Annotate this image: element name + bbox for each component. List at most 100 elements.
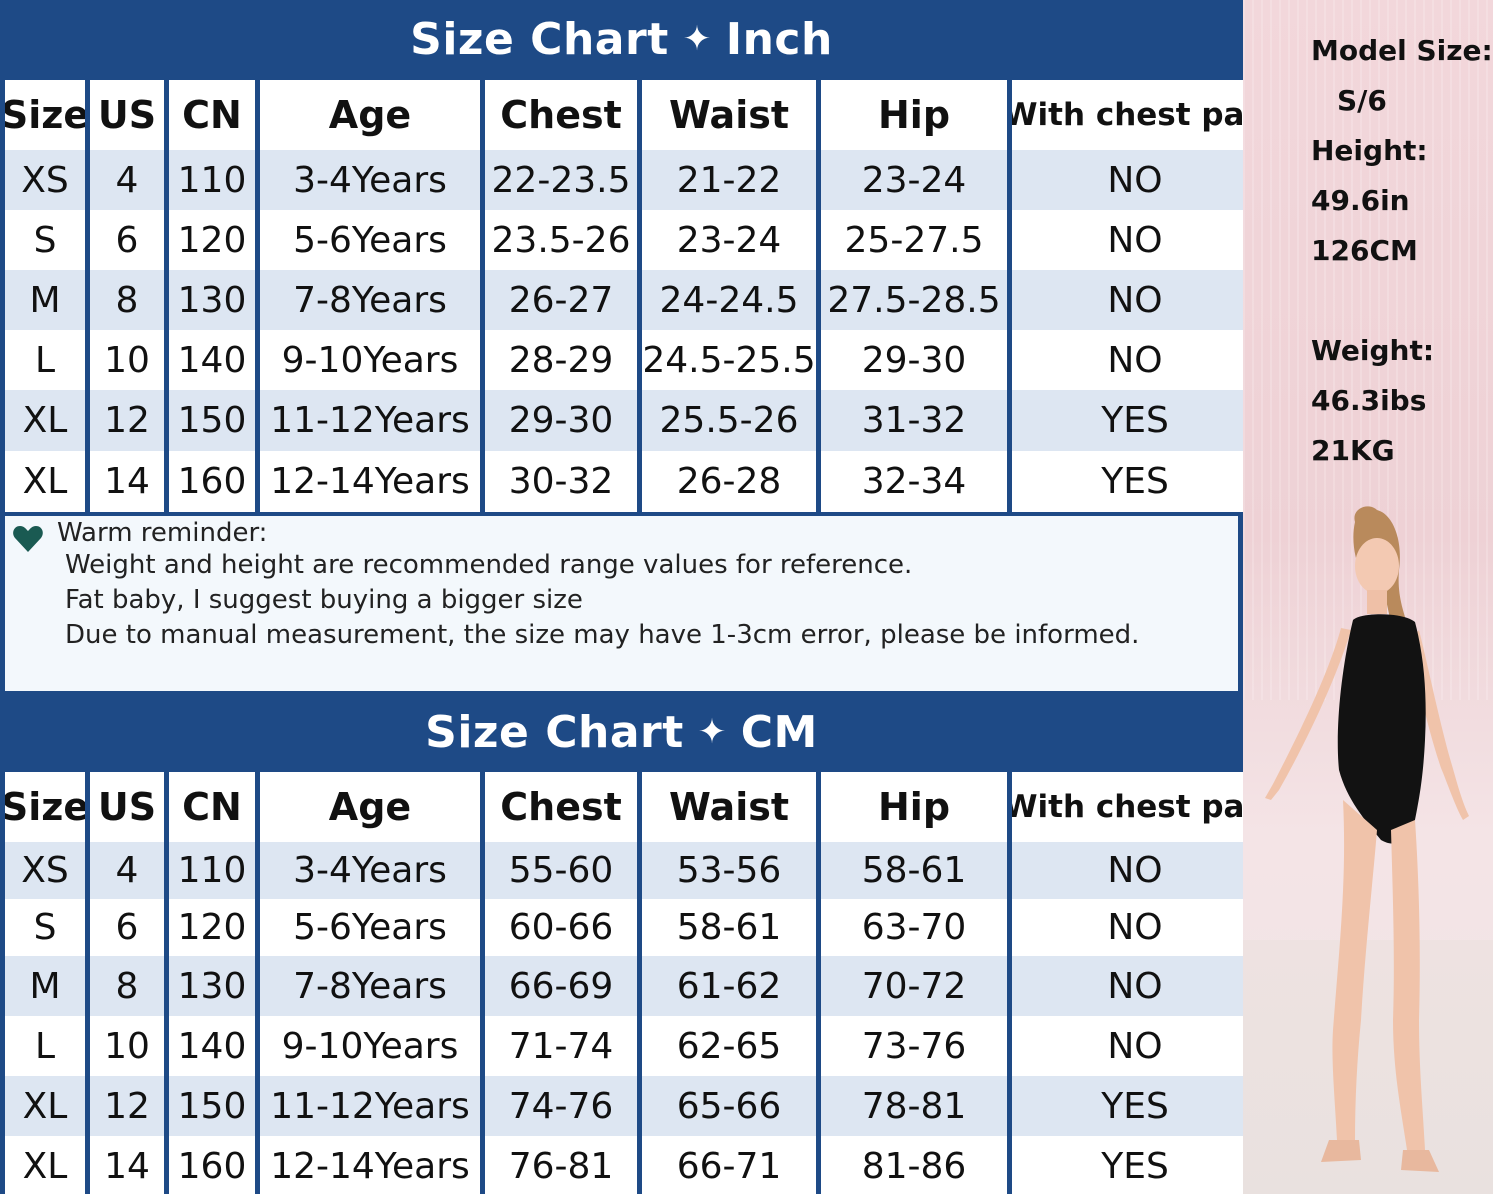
model-weight-kg: 21KG <box>1311 434 1395 467</box>
table-cell: XS <box>5 150 85 210</box>
table-cell: 78-81 <box>821 1076 1007 1136</box>
table-cell: 7-8Years <box>260 956 480 1016</box>
star-icon: ✦ <box>697 712 727 752</box>
header-age: Age <box>260 772 480 842</box>
model-size-label: Model Size: <box>1311 34 1493 67</box>
header-age: Age <box>260 80 480 150</box>
table-cell: 53-56 <box>642 842 816 899</box>
table-cell: NO <box>1012 956 1258 1016</box>
table-cell: 66-71 <box>642 1136 816 1197</box>
table-cell: 110 <box>169 150 255 210</box>
table-cell: 63-70 <box>821 899 1007 956</box>
model-height-in: 49.6in <box>1311 184 1410 217</box>
table-cell: 71-74 <box>485 1016 637 1076</box>
table-cell: 73-76 <box>821 1016 1007 1076</box>
inch-chart-title: Size Chart ✦ Inch <box>0 0 1243 78</box>
model-photo <box>1265 506 1469 1172</box>
table-cell: 14 <box>90 1136 164 1197</box>
table-cell: 130 <box>169 956 255 1016</box>
table-cell: L <box>5 1016 85 1076</box>
table-cell: NO <box>1012 330 1258 390</box>
reminder-line: Weight and height are recommended range … <box>65 550 913 580</box>
table-cell: 8 <box>90 956 164 1016</box>
table-cell: 12 <box>90 390 164 451</box>
table-cell: 120 <box>169 210 255 270</box>
table-cell: 25.5-26 <box>642 390 816 451</box>
model-size-value: S/6 <box>1337 84 1387 117</box>
table-cell: NO <box>1012 270 1258 330</box>
header-chest-pad: With chest pad <box>1012 772 1258 842</box>
table-cell: 160 <box>169 451 255 512</box>
model-height-cm: 126CM <box>1311 234 1418 267</box>
table-cell: 11-12Years <box>260 390 480 451</box>
table-cell: 11-12Years <box>260 1076 480 1136</box>
table-cell: M <box>5 270 85 330</box>
table-cell: XL <box>5 1136 85 1197</box>
table-cell: YES <box>1012 1076 1258 1136</box>
table-cell: NO <box>1012 899 1258 956</box>
header-waist: Waist <box>642 772 816 842</box>
warm-reminder: Warm reminder: Weight and height are rec… <box>5 516 1238 691</box>
table-cell: 12-14Years <box>260 451 480 512</box>
table-cell: 3-4Years <box>260 842 480 899</box>
table-cell: 23-24 <box>642 210 816 270</box>
model-weight-lbs: 46.3ibs <box>1311 384 1427 417</box>
heart-icon <box>13 526 43 552</box>
star-icon: ✦ <box>682 19 712 59</box>
header-chest-pad: With chest pad <box>1012 80 1258 150</box>
table-cell: 6 <box>90 210 164 270</box>
table-cell: 150 <box>169 1076 255 1136</box>
table-cell: 58-61 <box>642 899 816 956</box>
cm-title-left: Size Chart <box>425 706 684 758</box>
table-cell: 4 <box>90 150 164 210</box>
table-cell: 62-65 <box>642 1016 816 1076</box>
table-cell: NO <box>1012 150 1258 210</box>
table-cell: 4 <box>90 842 164 899</box>
header-waist: Waist <box>642 80 816 150</box>
cm-size-table: Size US CN Age Chest Waist Hip With chest pad XS… <box>5 772 1258 1197</box>
table-cell: 61-62 <box>642 956 816 1016</box>
table-cell: NO <box>1012 210 1258 270</box>
table-cell: 70-72 <box>821 956 1007 1016</box>
table-cell: 81-86 <box>821 1136 1007 1197</box>
table-cell: XS <box>5 842 85 899</box>
inch-size-table: Size US CN Age Chest Waist Hip With chest pad XS… <box>5 80 1258 512</box>
table-cell: 6 <box>90 899 164 956</box>
table-cell: 30-32 <box>485 451 637 512</box>
table-cell: S <box>5 210 85 270</box>
table-cell: 3-4Years <box>260 150 480 210</box>
header-hip: Hip <box>821 772 1007 842</box>
reminder-line: Fat baby, I suggest buying a bigger size <box>65 585 583 615</box>
cm-title-unit: CM <box>740 706 818 758</box>
table-cell: 76-81 <box>485 1136 637 1197</box>
table-cell: 10 <box>90 1016 164 1076</box>
header-cn: CN <box>169 80 255 150</box>
table-cell: 23.5-26 <box>485 210 637 270</box>
table-cell: 24.5-25.5 <box>642 330 816 390</box>
table-cell: XL <box>5 1076 85 1136</box>
header-chest: Chest <box>485 772 637 842</box>
table-cell: XL <box>5 390 85 451</box>
table-cell: 26-27 <box>485 270 637 330</box>
table-cell: 8 <box>90 270 164 330</box>
reminder-title: Warm reminder: <box>57 518 268 548</box>
table-cell: 55-60 <box>485 842 637 899</box>
table-cell: 7-8Years <box>260 270 480 330</box>
table-cell: 21-22 <box>642 150 816 210</box>
table-cell: 58-61 <box>821 842 1007 899</box>
table-cell: 160 <box>169 1136 255 1197</box>
table-cell: 12-14Years <box>260 1136 480 1197</box>
table-cell: 5-6Years <box>260 210 480 270</box>
model-weight-label: Weight: <box>1311 334 1435 367</box>
table-cell: 9-10Years <box>260 1016 480 1076</box>
header-size: Size <box>5 80 85 150</box>
table-cell: 10 <box>90 330 164 390</box>
table-cell: 130 <box>169 270 255 330</box>
table-cell: 28-29 <box>485 330 637 390</box>
table-cell: 32-34 <box>821 451 1007 512</box>
reminder-line: Due to manual measurement, the size may … <box>65 620 1140 650</box>
floor <box>1243 940 1493 1194</box>
inch-title-left: Size Chart <box>410 13 669 65</box>
table-cell: 29-30 <box>821 330 1007 390</box>
table-cell: YES <box>1012 390 1258 451</box>
